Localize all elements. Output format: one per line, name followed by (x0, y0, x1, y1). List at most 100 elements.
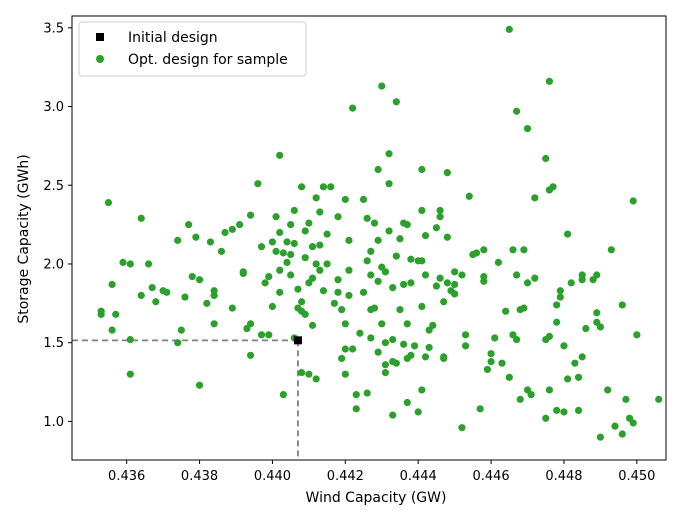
sample-point (480, 272, 488, 281)
sample-point (352, 391, 360, 399)
sample-point (407, 279, 415, 287)
sample-point (334, 213, 342, 221)
sample-point (334, 288, 342, 296)
sample-point (611, 422, 619, 430)
sample-point (287, 221, 295, 229)
sample-point (531, 194, 539, 202)
sample-point (341, 320, 349, 328)
sample-point (607, 246, 615, 254)
sample-point (268, 238, 277, 246)
y-axis-label: Storage Capacity (GWh) (16, 154, 32, 323)
sample-point (126, 335, 134, 344)
sample-point (297, 298, 306, 306)
sample-point (174, 339, 182, 347)
sample-point (359, 195, 368, 204)
sample-point (480, 246, 488, 254)
sample-point (148, 283, 156, 292)
sample-point (443, 279, 451, 287)
sample-point (443, 233, 451, 241)
sample-point (345, 266, 353, 274)
sample-point (509, 246, 517, 254)
sample-point (571, 359, 579, 367)
x-tick-label: 0.444 (400, 469, 437, 484)
sample-point (633, 331, 641, 339)
sample-point (374, 165, 382, 174)
sample-point (290, 206, 298, 215)
legend-label-initial: Initial design (128, 30, 218, 46)
sample-point (549, 183, 557, 191)
sample-point (177, 326, 185, 334)
sample-point (494, 258, 502, 267)
sample-point (403, 320, 411, 328)
sample-point (618, 301, 626, 309)
sample-point (458, 424, 466, 432)
sample-point (418, 302, 426, 311)
sample-point (345, 236, 353, 244)
sample-point (374, 348, 382, 356)
sample-point (276, 266, 284, 274)
sample-point (287, 250, 295, 259)
sample-point (487, 357, 495, 366)
sample-point (319, 287, 328, 295)
sample-point (341, 345, 349, 353)
sample-point (345, 291, 353, 300)
sample-point (381, 361, 389, 369)
x-tick-label: 0.450 (618, 469, 655, 484)
sample-point (108, 326, 116, 334)
sample-point (137, 291, 145, 300)
sample-point (414, 408, 422, 416)
sample-point (185, 221, 193, 229)
sample-point (407, 255, 415, 263)
sample-point (206, 238, 215, 246)
sample-point (195, 276, 204, 284)
legend-marker-samples (96, 55, 104, 63)
sample-point (236, 221, 244, 229)
sample-point (400, 340, 408, 348)
sample-point (323, 230, 331, 238)
sample-point (407, 351, 415, 359)
sample-point (392, 252, 400, 260)
sample-point (523, 279, 532, 287)
sample-point (392, 98, 400, 106)
sample-point (443, 169, 451, 177)
sample-point (520, 304, 528, 312)
sample-point (316, 266, 324, 274)
sample-point (553, 301, 561, 309)
sample-point (421, 271, 430, 279)
sample-point (210, 320, 218, 328)
sample-point (257, 243, 266, 251)
x-axis-ticks: 0.436 0.438 0.440 0.442 0.444 0.446 0.448 0.450 (108, 460, 655, 484)
y-tick-label: 1.0 (43, 415, 64, 430)
sample-point (440, 354, 448, 363)
sample-point (359, 288, 368, 296)
sample-point (341, 195, 349, 204)
sample-point (312, 194, 320, 202)
sample-point (301, 227, 309, 235)
sample-point (451, 280, 459, 289)
sample-point (137, 214, 145, 222)
sample-point (418, 386, 426, 394)
sample-point (301, 310, 309, 318)
sample-point (618, 430, 626, 438)
sample-point (163, 288, 171, 296)
x-axis-label: Wind Capacity (GW) (306, 490, 447, 506)
sample-point (374, 277, 382, 285)
sample-point (305, 370, 313, 378)
sample-point (279, 391, 287, 399)
sample-point (512, 107, 521, 115)
sample-point (265, 272, 273, 281)
sample-point (483, 365, 492, 374)
sample-point (403, 398, 411, 407)
sample-point (425, 343, 433, 352)
sample-point (436, 274, 444, 282)
sample-point (436, 213, 444, 221)
sample-point (560, 342, 568, 350)
sample-point (181, 293, 189, 301)
sample-point (385, 227, 393, 235)
sample-point (144, 260, 153, 268)
sample-point (389, 335, 397, 344)
sample-point (319, 183, 328, 191)
sample-point (403, 221, 411, 229)
sample-point (97, 310, 105, 318)
